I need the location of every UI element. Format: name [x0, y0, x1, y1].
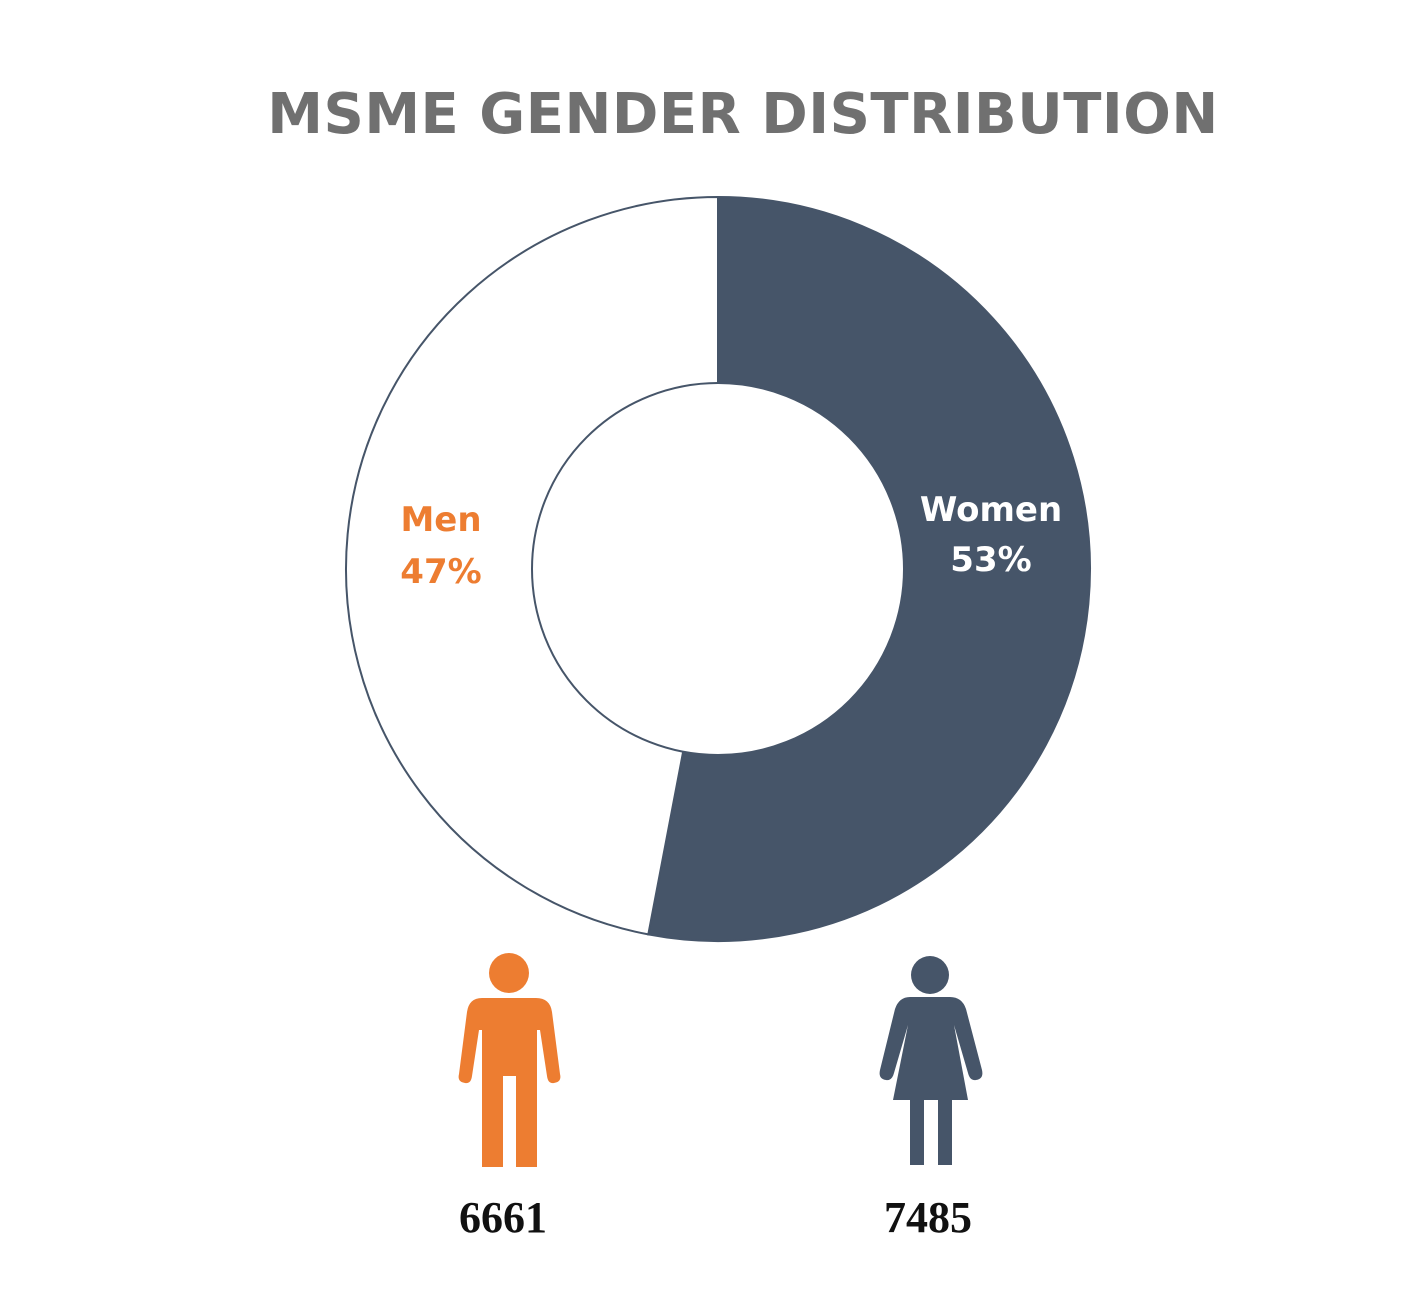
slice-label-women: Women — [920, 490, 1062, 530]
women-count: 7485 — [884, 1193, 972, 1242]
chart-title: MSME GENDER DISTRIBUTION — [267, 82, 1219, 147]
donut-hole — [531, 382, 905, 756]
slice-label-men: Men — [400, 500, 481, 540]
men-count: 6661 — [459, 1193, 547, 1242]
slice-percent-women: 53% — [950, 540, 1031, 580]
male-person-icon — [458, 953, 561, 1167]
female-person-icon — [879, 956, 983, 1165]
slice-percent-men: 47% — [400, 552, 481, 592]
